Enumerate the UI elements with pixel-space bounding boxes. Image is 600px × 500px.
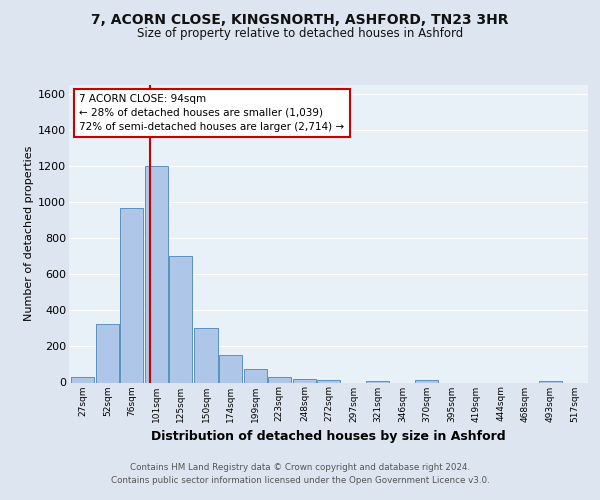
Bar — [120, 208, 143, 382]
Text: Contains public sector information licensed under the Open Government Licence v3: Contains public sector information licen… — [110, 476, 490, 485]
Bar — [268, 377, 291, 382]
Bar — [145, 166, 169, 382]
X-axis label: Distribution of detached houses by size in Ashford: Distribution of detached houses by size … — [151, 430, 506, 443]
Bar — [194, 328, 218, 382]
Bar — [169, 256, 193, 382]
Bar — [96, 324, 119, 382]
Bar — [539, 380, 562, 382]
Text: Size of property relative to detached houses in Ashford: Size of property relative to detached ho… — [137, 28, 463, 40]
Bar — [218, 354, 242, 382]
Text: 7, ACORN CLOSE, KINGSNORTH, ASHFORD, TN23 3HR: 7, ACORN CLOSE, KINGSNORTH, ASHFORD, TN2… — [91, 12, 509, 26]
Bar — [415, 380, 439, 382]
Y-axis label: Number of detached properties: Number of detached properties — [24, 146, 34, 322]
Bar — [244, 369, 267, 382]
Text: Contains HM Land Registry data © Crown copyright and database right 2024.: Contains HM Land Registry data © Crown c… — [130, 462, 470, 471]
Bar — [71, 378, 94, 382]
Bar — [293, 379, 316, 382]
Bar — [317, 380, 340, 382]
Text: 7 ACORN CLOSE: 94sqm
← 28% of detached houses are smaller (1,039)
72% of semi-de: 7 ACORN CLOSE: 94sqm ← 28% of detached h… — [79, 94, 344, 132]
Bar — [366, 380, 389, 382]
